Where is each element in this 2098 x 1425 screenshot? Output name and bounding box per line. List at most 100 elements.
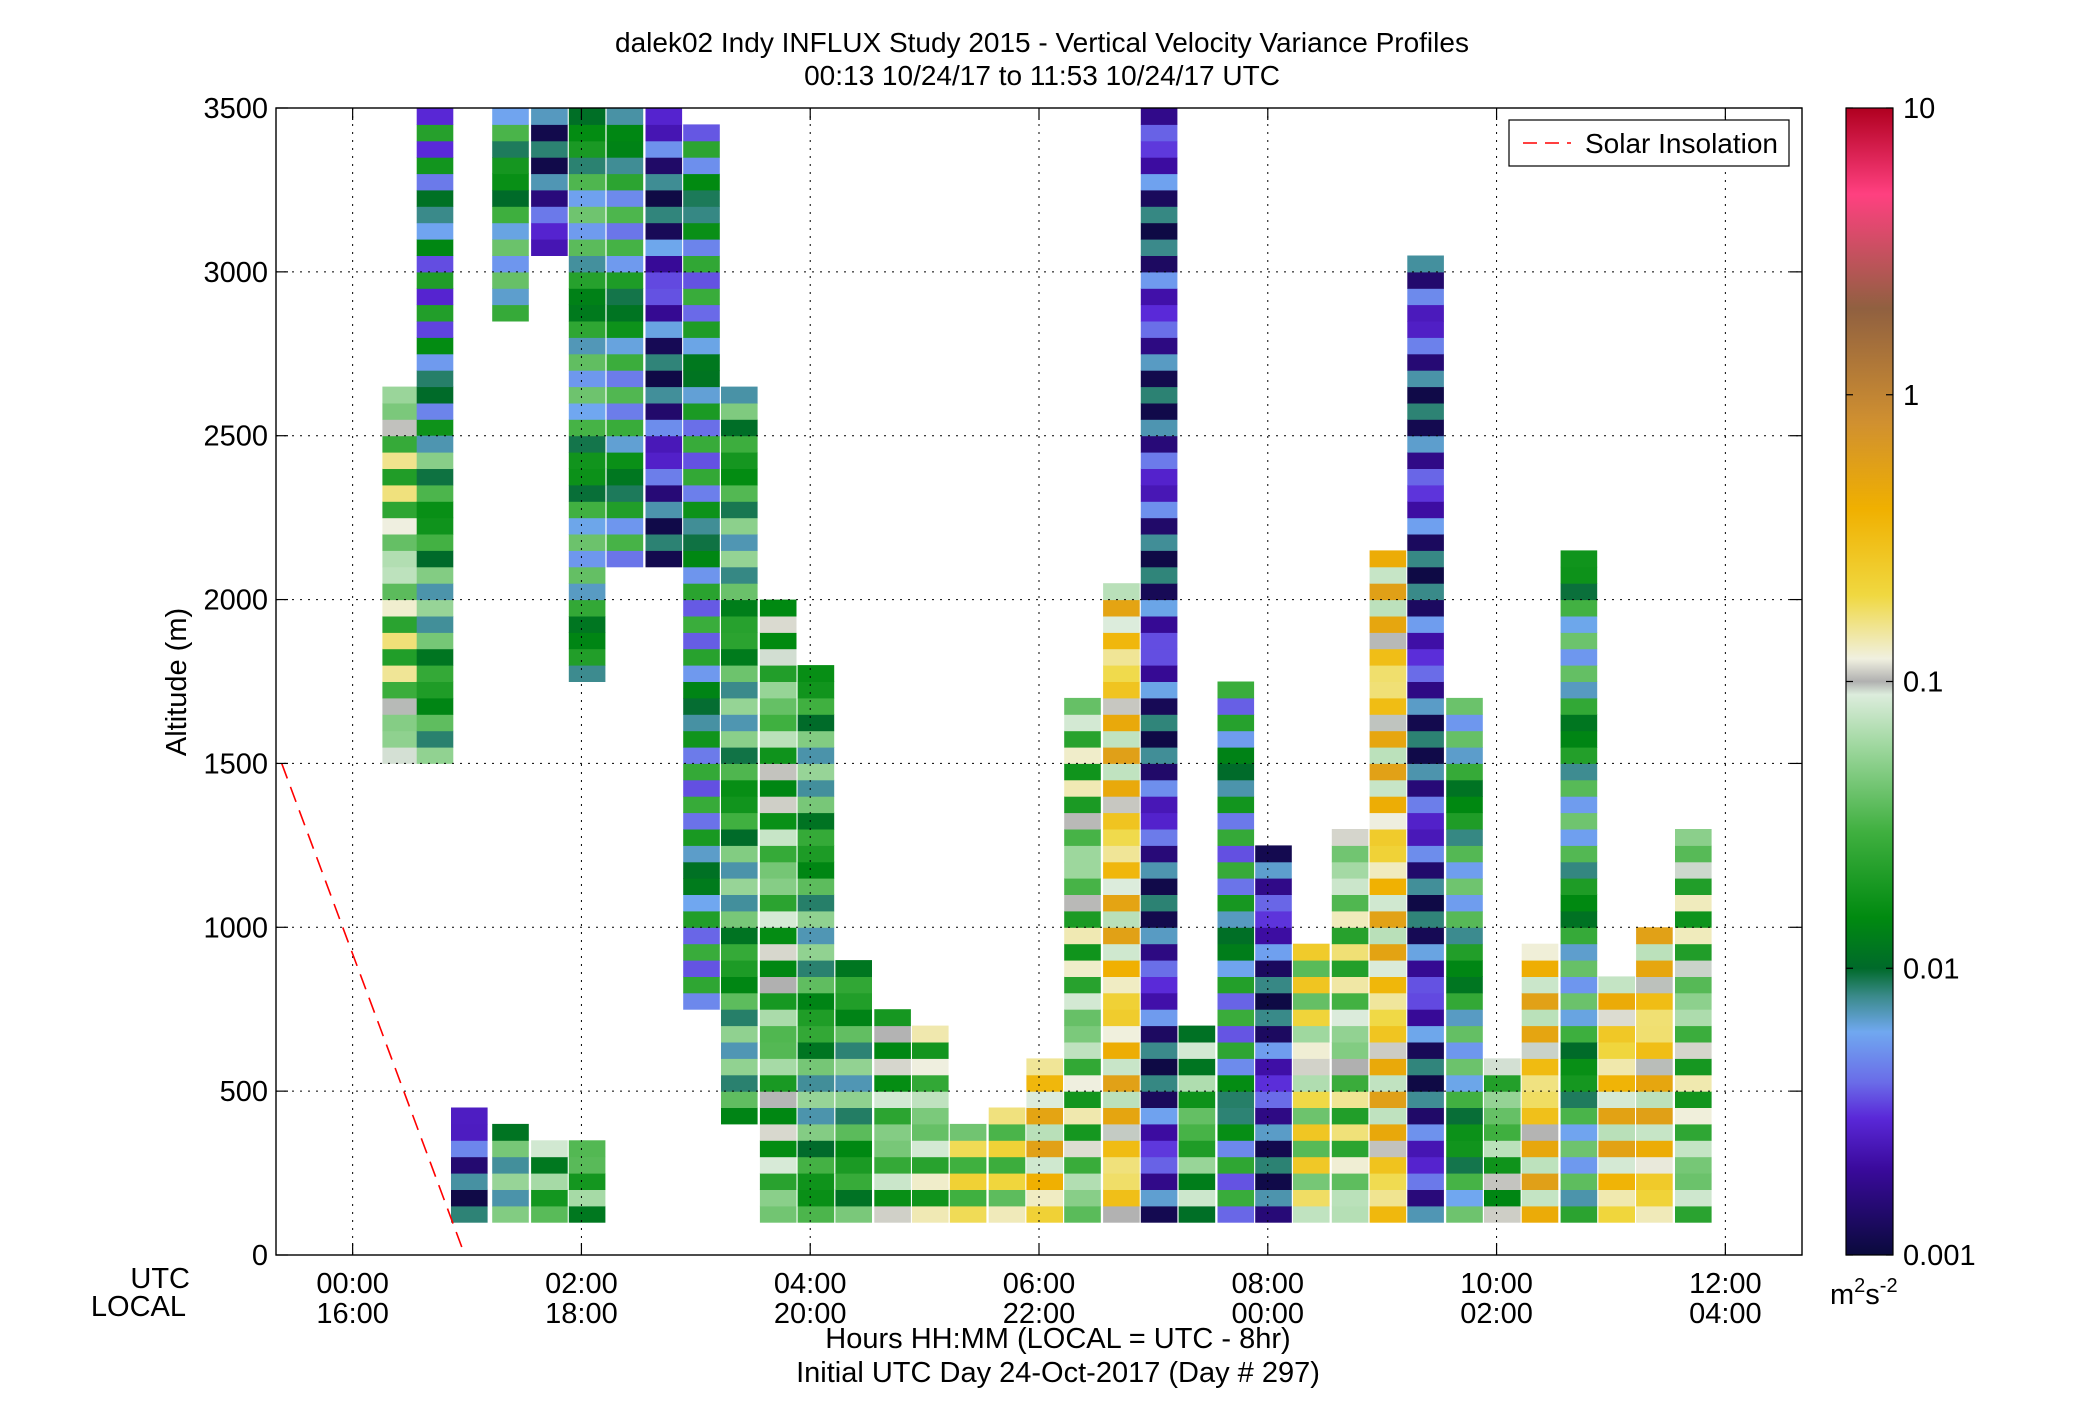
heatmap-cell	[1407, 910, 1444, 928]
heatmap-cell	[1140, 1058, 1178, 1076]
heatmap-cell	[1369, 1058, 1407, 1076]
heatmap-cell	[492, 1123, 529, 1141]
heatmap-cell	[1064, 943, 1101, 961]
heatmap-cell	[1369, 796, 1407, 814]
heatmap-cell	[1560, 1123, 1598, 1141]
heatmap-cell	[1140, 1009, 1178, 1027]
heatmap-cell	[721, 796, 758, 814]
heatmap-cell	[1369, 779, 1407, 797]
heatmap-cell	[1140, 1173, 1178, 1190]
heatmap-cell	[1140, 1074, 1178, 1092]
heatmap-cell	[1521, 1042, 1559, 1059]
heatmap-cell	[1103, 648, 1140, 666]
heatmap-cell	[1331, 878, 1369, 895]
colorbar-ticks: 10 1 0.1 0.01 0.001	[1846, 93, 1976, 1272]
heatmap-cell	[1521, 1058, 1559, 1076]
heatmap-cell	[721, 566, 758, 584]
heatmap-cell	[1064, 812, 1101, 830]
heatmap-cell	[797, 878, 835, 895]
chart-subtitle: 00:13 10/24/17 to 11:53 10/24/17 UTC	[804, 60, 1280, 91]
heatmap-cell	[1598, 1074, 1635, 1092]
heatmap-cell	[1217, 894, 1255, 912]
heatmap-cell	[835, 1074, 872, 1092]
heatmap-cell	[1064, 779, 1101, 797]
heatmap-cell	[1369, 878, 1407, 895]
heatmap-cell	[874, 1091, 911, 1108]
heatmap-cell	[1255, 1091, 1292, 1108]
heatmap-cell	[1446, 1140, 1483, 1158]
heatmap-cell	[1446, 894, 1483, 912]
heatmap-cell	[1140, 304, 1178, 322]
heatmap-cell	[1369, 747, 1407, 764]
heatmap-cell	[382, 517, 419, 535]
heatmap-cell	[1369, 1205, 1407, 1223]
heatmap-cell	[1598, 1042, 1635, 1059]
heatmap-cell	[1103, 960, 1140, 977]
heatmap-cell	[759, 861, 797, 879]
heatmap-cell	[451, 1173, 488, 1190]
heatmap-cell	[683, 960, 720, 977]
colorbar: 10 1 0.1 0.01 0.001 m2s-2	[1830, 93, 1976, 1311]
heatmap-cell	[721, 1107, 758, 1125]
heatmap-cell	[797, 747, 835, 764]
heatmap-cell	[797, 894, 835, 912]
heatmap-cell	[1407, 419, 1444, 437]
heatmap-cell	[1140, 779, 1178, 797]
heatmap-cell	[1560, 1042, 1598, 1059]
heatmap-cell	[988, 1205, 1026, 1223]
heatmap-cell	[874, 1140, 911, 1158]
heatmap-cell	[1140, 517, 1178, 535]
heatmap-cell	[1178, 1107, 1216, 1125]
heatmap-cell	[797, 730, 835, 748]
heatmap-cell	[568, 501, 606, 519]
heatmap-cell	[416, 534, 454, 551]
heatmap-cell	[874, 1009, 911, 1027]
heatmap-cell	[1675, 910, 1712, 928]
heatmap-cell	[382, 566, 419, 584]
heatmap-cell	[1560, 1173, 1598, 1190]
heatmap-cell	[1446, 960, 1483, 977]
heatmap-cell	[568, 386, 606, 404]
heatmap-cell	[492, 173, 529, 191]
heatmap-cell	[1369, 632, 1407, 650]
heatmap-cell	[1064, 976, 1101, 994]
heatmap-cell	[721, 976, 758, 994]
heatmap-cell	[568, 157, 606, 175]
heatmap-cell	[1140, 763, 1178, 781]
heatmap-cell	[1140, 370, 1178, 388]
heatmap-cell	[683, 616, 720, 633]
heatmap-cell	[1636, 1156, 1673, 1174]
heatmap-cell	[606, 173, 644, 191]
heatmap-cell	[568, 271, 606, 289]
heatmap-cell	[683, 271, 720, 289]
heatmap-cell	[1026, 1140, 1063, 1158]
heatmap-cell	[759, 1107, 797, 1125]
heatmap-cell	[759, 829, 797, 846]
heatmap-cell	[1407, 861, 1444, 879]
heatmap-cell	[721, 747, 758, 764]
heatmap-cell	[568, 599, 606, 617]
heatmap-cell	[1026, 1156, 1063, 1174]
heatmap-cell	[1521, 992, 1559, 1010]
heatmap-cell	[683, 124, 720, 142]
heatmap-cell	[568, 255, 606, 273]
heatmap-cell	[759, 1058, 797, 1076]
heatmap-cell	[1560, 1058, 1598, 1076]
heatmap-cell	[1598, 1189, 1635, 1207]
heatmap-cell	[492, 271, 529, 289]
heatmap-cell	[1636, 1140, 1673, 1158]
heatmap-cell	[1407, 1042, 1444, 1059]
heatmap-cell	[568, 648, 606, 666]
heatmap-cell	[645, 288, 683, 306]
heatmap-cell	[1636, 1074, 1673, 1092]
y-tick-label: 2500	[203, 421, 268, 453]
heatmap-cell	[1103, 910, 1140, 928]
heatmap-cell	[1560, 878, 1598, 895]
y-axis: 0 500 1000 1500 2000 2500 3000 3500	[203, 93, 1802, 1272]
heatmap-cell	[759, 1009, 797, 1027]
heatmap-cell	[874, 1123, 911, 1141]
heatmap-cell	[1407, 1140, 1444, 1158]
heatmap-cell	[1369, 960, 1407, 977]
heatmap-cell	[1217, 763, 1255, 781]
heatmap-cell	[683, 517, 720, 535]
